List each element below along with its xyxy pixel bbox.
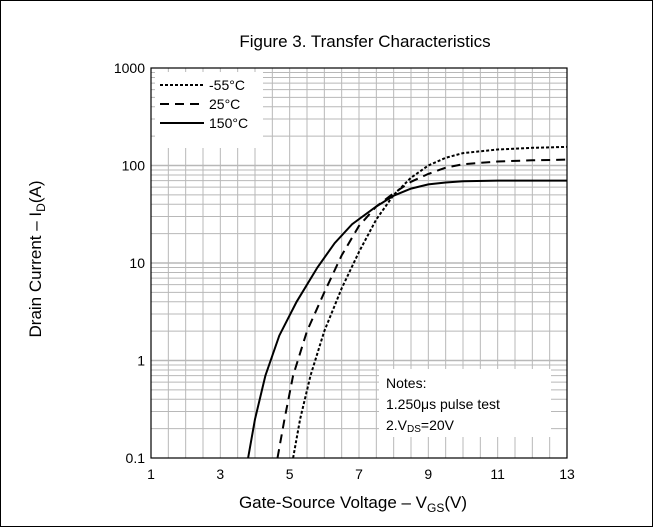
- x-tick-label: 9: [424, 466, 432, 482]
- y-tick-label: 0.1: [126, 450, 146, 466]
- series-line-dashed: [276, 158, 568, 459]
- notes-background: [379, 369, 551, 437]
- x-tick-labels: 1 3 5 7 9 11 13: [147, 466, 575, 482]
- y-tick-label: 10: [129, 255, 145, 271]
- x-tick-label: 13: [559, 466, 575, 482]
- x-tick-label: 3: [216, 466, 224, 482]
- x-tick-label: 1: [147, 466, 155, 482]
- notes-line-2: 2.VDS=20V: [386, 417, 455, 435]
- y-tick-label: 1000: [114, 60, 145, 76]
- legend-label: 150°C: [209, 115, 248, 131]
- y-tick-labels: 0.1 1 10 100 1000: [114, 60, 145, 466]
- legend-label: 25°C: [209, 96, 240, 112]
- plot-frame: [150, 67, 568, 459]
- y-tick-label: 1: [137, 353, 145, 369]
- y-axis-label: Drain Current – ID(A): [26, 180, 48, 337]
- x-tick-label: 11: [490, 466, 505, 482]
- x-tick-label: 7: [355, 466, 363, 482]
- legend: -55°C 25°C 150°C: [155, 72, 263, 148]
- x-axis-label: Gate-Source Voltage – VGS(V): [239, 493, 467, 515]
- y-tick-label: 100: [122, 158, 146, 174]
- notes-line-1: 1.250μs pulse test: [386, 396, 500, 412]
- legend-label: -55°C: [209, 77, 245, 93]
- chart-title: Figure 3. Transfer Characteristics: [239, 32, 490, 51]
- series-layer: [247, 145, 568, 459]
- notes-box: Notes: 1.250μs pulse test 2.VDS=20V: [379, 369, 551, 437]
- series-line-solid: [247, 179, 567, 459]
- x-tick-label: 5: [286, 466, 294, 482]
- notes-heading: Notes:: [386, 375, 426, 391]
